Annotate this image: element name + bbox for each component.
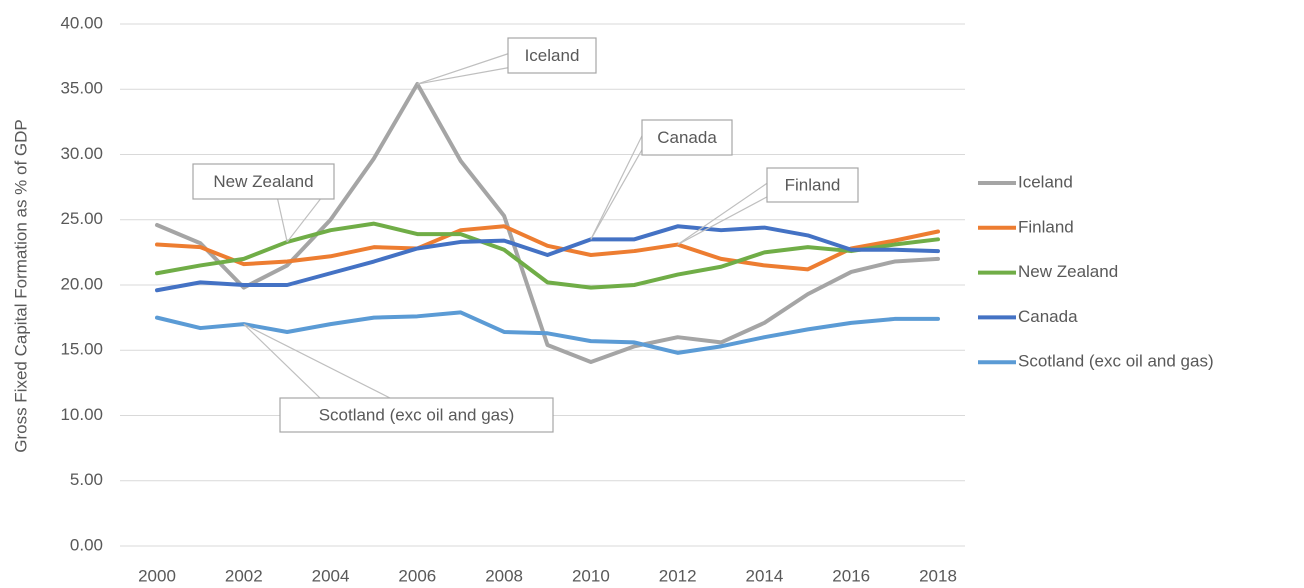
legend-label: Iceland bbox=[1018, 172, 1073, 191]
x-tick-label: 2016 bbox=[832, 566, 870, 585]
x-tick-label: 2008 bbox=[485, 566, 523, 585]
x-tick-label: 2018 bbox=[919, 566, 957, 585]
callout-leader bbox=[277, 198, 288, 243]
x-tick-label: 2000 bbox=[138, 566, 176, 585]
callout-leader bbox=[677, 196, 768, 246]
y-tick-label: 0.00 bbox=[70, 535, 103, 554]
callout-leader bbox=[677, 182, 768, 246]
callout-label: Iceland bbox=[525, 46, 580, 65]
callout-label: Canada bbox=[657, 128, 717, 147]
x-tick-label: 2006 bbox=[398, 566, 436, 585]
x-tick-label: 2010 bbox=[572, 566, 610, 585]
legend-label: Scotland (exc oil and gas) bbox=[1018, 352, 1214, 371]
callout-box bbox=[192, 163, 335, 200]
callout-label: Finland bbox=[785, 175, 841, 194]
callout-label: New Zealand bbox=[213, 172, 313, 191]
y-tick-label: 5.00 bbox=[70, 470, 103, 489]
legend-label: New Zealand bbox=[1018, 262, 1118, 281]
callout-leader bbox=[590, 149, 643, 240]
x-tick-label: 2002 bbox=[225, 566, 263, 585]
series-line bbox=[155, 224, 940, 272]
y-tick-label: 30.00 bbox=[60, 144, 103, 163]
y-tick-label: 15.00 bbox=[60, 340, 103, 359]
callout-label: Scotland (exc oil and gas) bbox=[319, 405, 515, 424]
callout-leader bbox=[243, 323, 321, 399]
y-tick-label: 10.00 bbox=[60, 405, 103, 424]
y-tick-label: 20.00 bbox=[60, 274, 103, 293]
callout-box bbox=[766, 167, 859, 203]
callout-leader bbox=[590, 135, 643, 240]
callout-leader bbox=[417, 53, 509, 85]
callout-leader bbox=[417, 67, 509, 85]
x-tick-label: 2004 bbox=[312, 566, 350, 585]
callout-leader bbox=[243, 323, 391, 399]
x-tick-label: 2012 bbox=[659, 566, 697, 585]
callout-box bbox=[641, 119, 733, 156]
series-line bbox=[155, 310, 940, 355]
y-tick-label: 40.00 bbox=[60, 13, 103, 32]
y-tick-label: 25.00 bbox=[60, 209, 103, 228]
callout-box bbox=[279, 397, 554, 433]
series-line bbox=[155, 224, 940, 293]
series-line bbox=[155, 82, 940, 364]
legend-label: Finland bbox=[1018, 217, 1074, 236]
y-tick-label: 35.00 bbox=[60, 79, 103, 98]
x-tick-label: 2014 bbox=[746, 566, 784, 585]
legend-label: Canada bbox=[1018, 307, 1078, 326]
y-axis-label: Gross Fixed Capital Formation as % of GD… bbox=[11, 119, 30, 453]
callout-box bbox=[507, 37, 597, 74]
